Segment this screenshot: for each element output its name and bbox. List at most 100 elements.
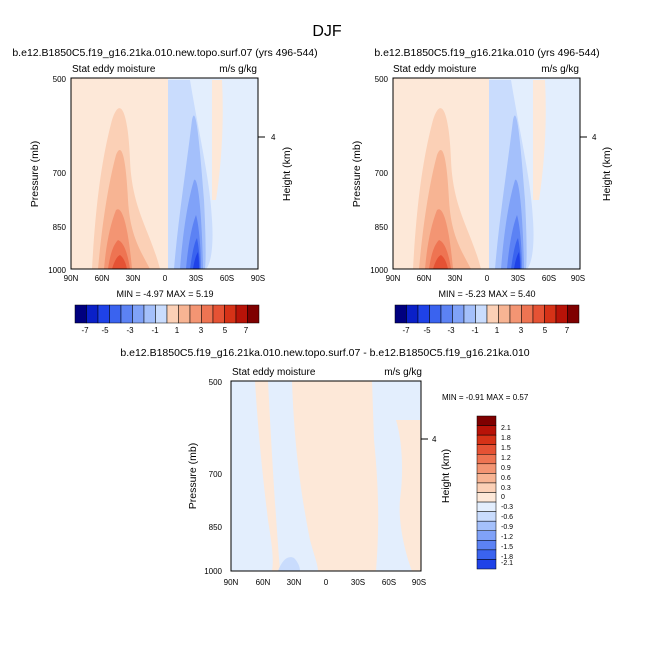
x-tick: 90S — [412, 578, 426, 587]
colorbar-label: 3 — [199, 326, 204, 335]
x-tick: 60S — [220, 274, 234, 283]
y-tick: 1000 — [204, 567, 222, 576]
colorbar-swatch — [109, 304, 122, 324]
x-ticks: 90N 60N 30N 0 30S 60S 90S — [386, 274, 585, 283]
x-tick: 0 — [163, 274, 168, 283]
colorbar-swatch — [394, 304, 407, 324]
x-tick: 30S — [189, 274, 203, 283]
y-axis-label-right: Height (km) — [440, 449, 452, 503]
contour-field — [71, 78, 258, 269]
colorbar-swatch — [498, 304, 511, 324]
x-tick: 30N — [126, 274, 141, 283]
colorbar-swatch — [509, 304, 522, 324]
colorbar-swatch — [486, 304, 499, 324]
colorbar-swatch — [212, 304, 225, 324]
x-ticks: 90N 60N 30N 0 30S 60S 90S — [224, 578, 426, 587]
contour-field — [393, 78, 580, 269]
right-tick: 4 — [592, 133, 597, 142]
right-string: m/s g/kg — [219, 64, 257, 75]
x-tick: 90S — [571, 274, 585, 283]
left-string: Stat eddy moisture — [232, 367, 316, 378]
colorbar-swatch — [476, 463, 497, 474]
colorbar-swatch — [189, 304, 202, 324]
colorbar-label: 1.2 — [501, 455, 511, 462]
contour-field — [231, 381, 421, 571]
x-tick: 30N — [287, 578, 302, 587]
panel-title: b.e12.B1850C5.f19_g16.21ka.010.new.topo.… — [120, 347, 529, 359]
contour-pos-5 — [433, 255, 448, 269]
x-tick: 90S — [251, 274, 265, 283]
panel-top-right: b.e12.B1850C5.f19_g16.21ka.010 (yrs 496-… — [351, 47, 613, 335]
colorbar-swatch — [463, 304, 476, 324]
colorbar-label: -5 — [423, 326, 431, 335]
colorbar-swatch — [475, 304, 488, 324]
colorbar-label: -3 — [447, 326, 455, 335]
x-tick: 60N — [256, 578, 271, 587]
left-string: Stat eddy moisture — [393, 64, 477, 75]
min-max-label: MIN = -4.97 MAX = 5.19 — [116, 289, 213, 299]
colorbar-label: -1.5 — [501, 544, 513, 551]
colorbar-label: -3 — [126, 326, 134, 335]
x-tick: 30S — [351, 578, 365, 587]
colorbar-swatch — [476, 520, 497, 531]
colorbar-label: 1 — [495, 326, 500, 335]
colorbar-swatch — [97, 304, 110, 324]
colorbar-swatch — [476, 444, 497, 455]
x-tick: 30N — [448, 274, 463, 283]
colorbar-swatch — [476, 511, 497, 522]
colorbar-swatch — [555, 304, 568, 324]
panel-title: b.e12.B1850C5.f19_g16.21ka.010.new.topo.… — [12, 47, 317, 59]
colorbar-label: 7 — [244, 326, 249, 335]
colorbar-label: 0 — [501, 494, 505, 501]
colorbar-swatch — [532, 304, 545, 324]
colorbar-label: 5 — [543, 326, 548, 335]
colorbar: -7 -5 -3 -1 1 3 5 7 — [74, 304, 260, 335]
x-tick: 60S — [382, 578, 396, 587]
x-ticks: 90N 60N 30N 0 30S 60S 90S — [64, 274, 265, 283]
y-tick: 700 — [53, 169, 67, 178]
colorbar-label: 0.9 — [501, 465, 511, 472]
colorbar-swatch — [476, 530, 497, 541]
colorbar-swatch — [476, 559, 497, 570]
colorbar-swatch — [132, 304, 145, 324]
y-axis-label: Pressure (mb) — [187, 443, 199, 510]
right-string: m/s g/kg — [384, 367, 422, 378]
colorbar-swatch — [120, 304, 133, 324]
y-tick: 700 — [375, 169, 389, 178]
y-axis-label-right: Height (km) — [601, 147, 613, 201]
colorbar-label: 1 — [175, 326, 180, 335]
colorbar-swatch — [476, 434, 497, 445]
contour-pos-5 — [112, 255, 127, 269]
colorbar-swatch — [86, 304, 99, 324]
y-tick: 500 — [375, 75, 389, 84]
colorbar-swatch — [429, 304, 442, 324]
colorbar-swatch — [178, 304, 191, 324]
x-tick: 60S — [542, 274, 556, 283]
panel-difference: b.e12.B1850C5.f19_g16.21ka.010.new.topo.… — [120, 347, 529, 587]
colorbar-swatch — [476, 501, 497, 512]
y-axis-label-right: Height (km) — [281, 147, 293, 201]
colorbar-swatch — [452, 304, 465, 324]
colorbar-swatch — [166, 304, 179, 324]
colorbar-label: -2.1 — [501, 560, 513, 567]
y-tick: 1000 — [370, 266, 388, 275]
right-tick: 4 — [432, 435, 437, 444]
colorbar-swatch — [476, 415, 497, 426]
colorbar-swatch — [476, 540, 497, 551]
colorbar: 2.1 1.8 1.5 1.2 0.9 0.6 0.3 0 -0.3 -0.6 … — [476, 415, 513, 570]
colorbar-swatch — [476, 425, 497, 436]
colorbar-label: -1 — [151, 326, 159, 335]
colorbar-swatch — [476, 473, 497, 484]
y-tick: 850 — [53, 223, 67, 232]
colorbar-swatch — [417, 304, 430, 324]
colorbar: -7 -5 -3 -1 1 3 5 7 — [394, 304, 580, 335]
diff-neg-north — [231, 381, 273, 571]
colorbar-swatch — [544, 304, 557, 324]
colorbar-label: -5 — [101, 326, 109, 335]
y-tick: 850 — [375, 223, 389, 232]
y-ticks: 500 700 850 1000 — [204, 378, 222, 576]
colorbar-swatch — [476, 549, 497, 560]
colorbar-label: -1.2 — [501, 534, 513, 541]
colorbar-swatch — [476, 454, 497, 465]
colorbar-swatch — [406, 304, 419, 324]
